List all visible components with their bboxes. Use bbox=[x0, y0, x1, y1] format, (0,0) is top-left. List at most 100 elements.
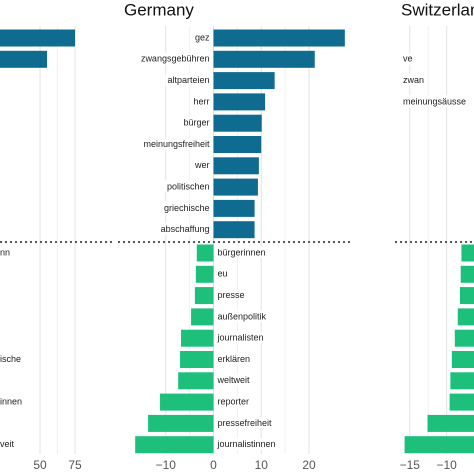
category-label: erklären bbox=[218, 354, 251, 364]
label-background bbox=[215, 416, 275, 429]
bar bbox=[191, 308, 214, 326]
label-background bbox=[165, 73, 212, 86]
label-background bbox=[401, 95, 469, 108]
bar bbox=[160, 393, 214, 411]
bar bbox=[213, 114, 262, 132]
bar bbox=[213, 221, 255, 239]
label-background bbox=[158, 223, 212, 236]
bar bbox=[450, 372, 474, 390]
category-label: pressefreiheit bbox=[218, 418, 273, 428]
label-background bbox=[215, 395, 252, 408]
category-label: presse bbox=[218, 290, 245, 300]
label-background bbox=[215, 352, 253, 365]
x-tick-label: 75 bbox=[68, 458, 82, 472]
bar bbox=[213, 93, 266, 111]
label-background bbox=[192, 31, 213, 44]
label-background bbox=[161, 201, 212, 214]
label-background bbox=[401, 73, 427, 86]
x-tick-label: −10 bbox=[156, 458, 177, 472]
x-tick-label: 10 bbox=[255, 458, 269, 472]
category-label: wer bbox=[194, 160, 210, 170]
category-label: meinungsäusse bbox=[403, 96, 466, 106]
x-tick-label: 50 bbox=[33, 458, 47, 472]
label-background bbox=[141, 137, 212, 150]
panel: ve zwan meinungsäusse bbox=[395, 26, 474, 454]
label-background bbox=[215, 267, 230, 280]
label-background bbox=[191, 159, 212, 172]
category-label: reporter bbox=[218, 396, 250, 406]
category-label: innen bbox=[0, 396, 22, 406]
bar bbox=[135, 436, 214, 454]
label-background bbox=[0, 438, 17, 451]
label-background bbox=[401, 52, 415, 65]
bar bbox=[181, 329, 214, 347]
category-label: journalistinnen bbox=[217, 439, 276, 449]
category-label: veit bbox=[0, 439, 15, 449]
panel: gez zwangsgebühren altparteien herr bürger me… bbox=[118, 26, 352, 454]
bar bbox=[451, 351, 474, 368]
bar bbox=[454, 329, 474, 347]
label-background bbox=[164, 180, 212, 193]
category-label: zwangsgebühren bbox=[141, 54, 210, 64]
label-background bbox=[215, 310, 269, 323]
label-background bbox=[0, 246, 13, 259]
bar bbox=[180, 351, 214, 368]
bar bbox=[178, 372, 214, 390]
x-tick-label: −15 bbox=[400, 458, 421, 472]
bar bbox=[213, 136, 262, 153]
category-label: eu bbox=[218, 269, 228, 279]
bar bbox=[196, 244, 214, 262]
label-background bbox=[0, 352, 24, 365]
x-tick-label: 0 bbox=[210, 458, 217, 472]
category-label: außenpolitik bbox=[218, 311, 267, 321]
x-tick-label: −10 bbox=[437, 458, 458, 472]
panel-title: Germany bbox=[124, 0, 194, 19]
bar bbox=[460, 265, 474, 283]
bar bbox=[195, 265, 214, 283]
bar bbox=[213, 157, 259, 175]
bar bbox=[404, 436, 474, 454]
bar bbox=[457, 308, 474, 326]
category-label: altparteien bbox=[167, 75, 209, 85]
bar bbox=[0, 29, 76, 47]
category-label: weltweit bbox=[217, 375, 251, 385]
label-background bbox=[191, 95, 212, 108]
label-background bbox=[214, 374, 253, 387]
category-label: abschaffung bbox=[161, 224, 210, 234]
label-background bbox=[215, 288, 247, 301]
x-tick-label: 20 bbox=[302, 458, 316, 472]
bar bbox=[0, 50, 48, 68]
bar bbox=[449, 393, 474, 411]
label-background bbox=[215, 246, 268, 259]
label-background bbox=[214, 331, 266, 344]
bar bbox=[148, 414, 214, 432]
category-label: bürger bbox=[183, 118, 209, 128]
category-label: bürgerinnen bbox=[218, 247, 266, 257]
panel: nn ische innen veit bbox=[0, 26, 112, 454]
category-label: meinungsfreiheit bbox=[143, 139, 210, 149]
category-label: gez bbox=[195, 32, 210, 42]
bar bbox=[427, 414, 474, 432]
category-label: herr bbox=[193, 96, 209, 106]
bar bbox=[459, 287, 474, 305]
bar bbox=[213, 72, 275, 90]
category-label: nn bbox=[0, 247, 10, 257]
label-background bbox=[181, 116, 212, 129]
bar bbox=[461, 244, 474, 262]
category-label: ve bbox=[403, 54, 413, 64]
panel-title: Switzerlan bbox=[401, 0, 474, 19]
category-label: ische bbox=[0, 354, 21, 364]
bar bbox=[213, 199, 255, 217]
category-label: griechische bbox=[164, 203, 210, 213]
label-background bbox=[214, 438, 278, 451]
bar bbox=[213, 178, 258, 196]
label-background bbox=[138, 52, 212, 65]
category-label: zwan bbox=[403, 75, 424, 85]
category-label: politischen bbox=[167, 181, 210, 191]
label-background bbox=[0, 395, 25, 408]
bar bbox=[213, 29, 345, 47]
bar bbox=[213, 50, 315, 68]
bar bbox=[194, 287, 214, 305]
category-label: journalisten bbox=[217, 333, 264, 343]
